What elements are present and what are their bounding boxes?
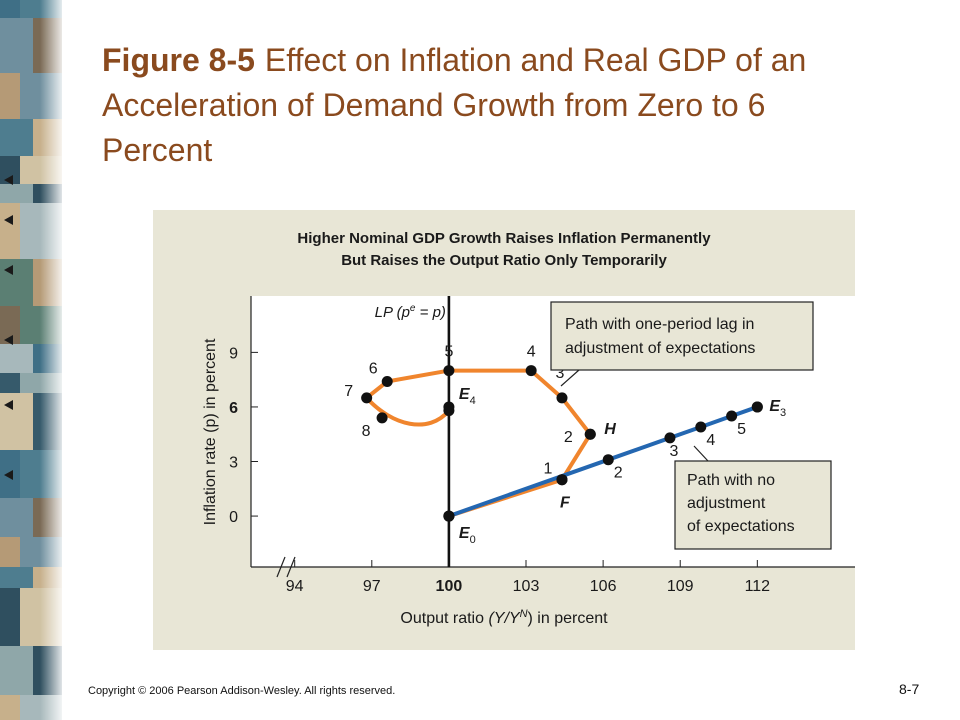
orange-path-point-label: 5 <box>444 344 453 361</box>
chart-title-line-2: But Raises the Output Ratio Only Tempora… <box>341 252 667 269</box>
orange-path-point-label: 1 <box>544 461 553 478</box>
blue-path-point <box>695 421 707 433</box>
orange-path-point-label: 8 <box>362 423 371 440</box>
quilt-tile <box>0 344 33 373</box>
orange-path-point <box>525 365 537 377</box>
quilt-tile <box>0 537 20 567</box>
quilt-tile <box>0 73 20 119</box>
quilt-tile <box>0 498 33 537</box>
named-point-label: E0 <box>459 525 476 546</box>
chart: Higher Nominal GDP Growth Raises Inflati… <box>202 230 855 627</box>
named-point-label: E3 <box>769 398 786 419</box>
callout-blue-path: Path with no adjustment of expectations <box>674 445 832 550</box>
slide-title: Figure 8-5 Effect on Inflation and Real G… <box>102 38 862 173</box>
figure-title: Effect on Inflation and Real GDP of an A… <box>102 42 807 168</box>
orange-path-point <box>443 365 455 377</box>
named-point-label: E4 <box>459 386 476 407</box>
chart-panel: Higher Nominal GDP Growth Raises Inflati… <box>153 210 855 650</box>
callout-orange-line-1: Path with one-period lag in <box>565 316 754 333</box>
orange-path-point-label: 4 <box>527 344 536 361</box>
quilt-fade <box>40 0 62 720</box>
named-point-marker <box>556 474 568 486</box>
callout-blue-line-3: of expectations <box>687 518 795 535</box>
named-point-marker <box>751 401 763 413</box>
x-tick-label: 97 <box>363 578 381 595</box>
blue-path-point <box>664 432 676 444</box>
quilt-tile <box>0 119 33 156</box>
slide-number: 8-7 <box>899 681 920 697</box>
blue-path-point-label: 4 <box>706 432 715 449</box>
orange-path-point <box>556 392 568 404</box>
quilt-tile <box>0 695 20 720</box>
y-tick-label: 6 <box>229 400 238 417</box>
orange-path-point-label: 6 <box>369 360 378 377</box>
orange-path-point <box>381 375 393 387</box>
quilt-tile <box>0 588 20 646</box>
quilt-tile <box>0 184 33 203</box>
y-tick-label: 0 <box>229 509 238 526</box>
y-axis-label: Inflation rate (p) in percent <box>202 338 219 525</box>
x-tick-label: 112 <box>745 578 771 595</box>
named-point-marker <box>584 428 596 440</box>
orange-path-point-label: 3 <box>556 365 565 382</box>
arrow-notch-icon <box>4 335 13 345</box>
orange-path-line <box>364 368 593 519</box>
arrow-notch-icon <box>4 470 13 480</box>
callout-blue-line-2: adjustment <box>687 495 766 512</box>
quilt-tile <box>0 0 20 18</box>
blue-path-point-label: 3 <box>669 443 678 460</box>
callout-box <box>550 301 814 371</box>
arrow-notch-icon <box>4 215 13 225</box>
orange-path-point <box>376 412 388 424</box>
callout-orange-line-2: adjustment of expectations <box>565 340 755 357</box>
arrow-notch-icon <box>4 175 13 185</box>
callout-pointer <box>693 445 709 462</box>
x-axis-label: Output ratio (Y/YN) in percent <box>400 608 608 627</box>
y-tick-label: 3 <box>229 455 238 472</box>
copyright-notice: Copyright © 2006 Pearson Addison-Wesley.… <box>88 685 396 697</box>
quilt-tile <box>0 646 33 695</box>
named-point-marker <box>443 401 455 413</box>
callout-orange-path: Path with one-period lag in adjustment of… <box>550 301 814 387</box>
x-tick-label: 106 <box>590 578 617 595</box>
arrow-notch-icon <box>4 400 13 410</box>
figure-number: Figure 8-5 <box>102 42 255 78</box>
arrow-notch-icon <box>4 265 13 275</box>
x-tick-label: 100 <box>436 578 463 595</box>
blue-path-point <box>602 454 614 466</box>
blue-path-point-label: 2 <box>614 465 623 482</box>
quilt-tile <box>0 373 20 393</box>
quilt-tile <box>0 203 20 259</box>
quilt-tile <box>0 567 33 588</box>
callout-box <box>674 460 832 550</box>
named-point-marker <box>443 510 455 522</box>
lp-line-label: LP (pe = p) <box>375 303 446 321</box>
x-tick-label: 109 <box>667 578 694 595</box>
blue-path-point <box>726 410 738 422</box>
x-tick-label: 103 <box>513 578 540 595</box>
x-tick-label: 94 <box>286 578 304 595</box>
quilt-tile <box>0 18 33 73</box>
y-tick-label: 9 <box>229 345 238 362</box>
callout-blue-line-1: Path with no <box>687 472 775 489</box>
blue-path-point-label: 5 <box>737 421 746 438</box>
named-point-label: F <box>560 495 571 512</box>
named-point-label: H <box>604 421 616 438</box>
chart-title-line-1: Higher Nominal GDP Growth Raises Inflati… <box>297 230 711 247</box>
decorative-border-strip <box>0 0 62 720</box>
axis-break-mark <box>286 556 296 578</box>
quilt-tile <box>0 306 20 344</box>
axis-break-mark <box>276 556 286 578</box>
orange-path-point-label: 7 <box>344 383 353 400</box>
orange-path-point <box>361 392 373 404</box>
orange-path-point-label: 2 <box>564 429 573 446</box>
callout-pointer <box>560 369 580 387</box>
